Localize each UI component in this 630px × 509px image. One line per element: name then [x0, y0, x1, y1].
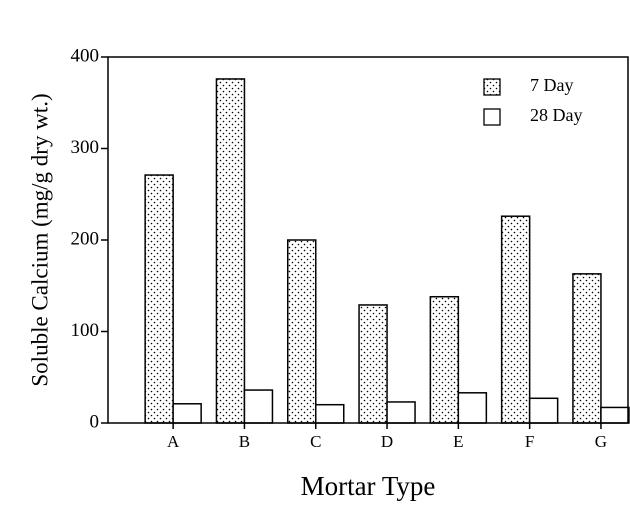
- bar: [315, 403, 345, 424]
- bar: [600, 406, 630, 424]
- bar: [287, 239, 317, 424]
- x-tick-label: B: [239, 432, 250, 451]
- y-tick-label: 400: [71, 45, 100, 66]
- bar: [144, 174, 174, 424]
- bar: [500, 215, 531, 424]
- plot-frame: [107, 56, 629, 424]
- bar: [572, 273, 602, 424]
- y-tick-label: 300: [71, 137, 100, 158]
- x-tick-label: A: [167, 432, 180, 451]
- bar: [358, 304, 388, 424]
- legend-swatch: [483, 108, 501, 126]
- y-axis-label: Soluble Calcium (mg/g dry wt.): [27, 93, 52, 386]
- bar: [243, 389, 274, 424]
- x-tick-label: D: [381, 432, 393, 451]
- x-tick-label: F: [525, 432, 534, 451]
- x-tick-label: G: [595, 432, 607, 451]
- legend-swatch: [483, 78, 501, 96]
- bar: [528, 397, 559, 424]
- x-tick-label: E: [453, 432, 463, 451]
- y-tick-label: 100: [71, 320, 100, 341]
- bar: [172, 403, 202, 424]
- bar: [457, 392, 488, 424]
- x-axis-label: Mortar Type: [301, 471, 436, 501]
- bar: [429, 295, 460, 424]
- legend-label: 28 Day: [530, 105, 583, 125]
- y-tick-label: 0: [90, 411, 100, 432]
- legend-label: 7 Day: [530, 75, 574, 95]
- bar: [215, 78, 246, 424]
- y-tick-label: 200: [71, 228, 100, 249]
- x-tick-label: C: [310, 432, 321, 451]
- bar: [386, 401, 416, 424]
